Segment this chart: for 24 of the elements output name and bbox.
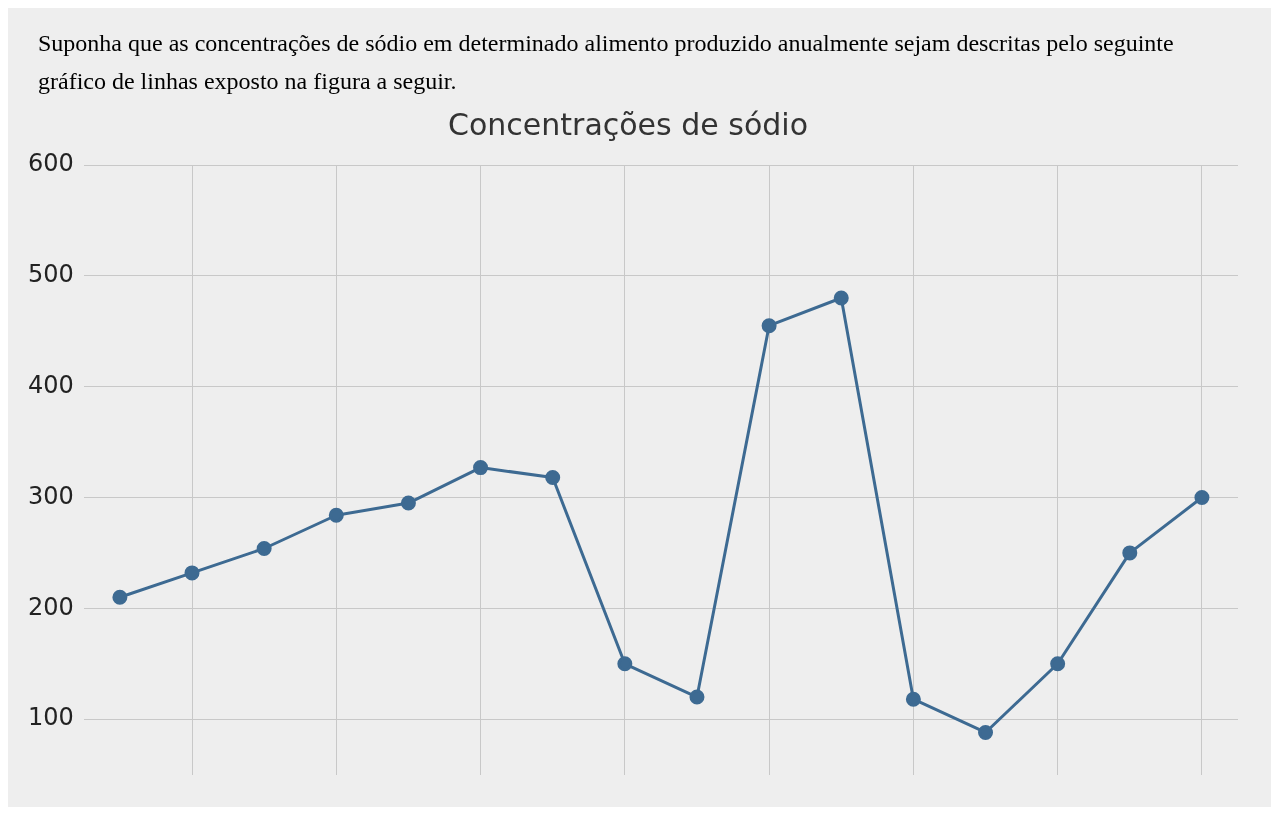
point <box>978 724 994 740</box>
y-tick-label: 600 <box>28 149 74 178</box>
y-tick-label: 100 <box>28 703 74 732</box>
text: Suponha que as concentrações de sódio em determinado alimento produzido anualmente sejam descritas pelo seguinte gráfico de linhas exposto na figura a seguir. <box>38 29 1175 97</box>
point <box>256 540 272 556</box>
point <box>328 507 344 523</box>
point <box>1194 489 1210 505</box>
point <box>761 317 777 333</box>
point <box>473 459 489 475</box>
point <box>1050 656 1066 672</box>
point <box>112 589 128 605</box>
chart-title: Concentrações de sódio <box>448 106 808 142</box>
point <box>617 656 633 672</box>
y-tick-label: 300 <box>28 481 74 510</box>
point <box>905 691 921 707</box>
point <box>400 495 416 511</box>
y-tick-label: 400 <box>28 370 74 399</box>
y-tick-label: 500 <box>28 259 74 288</box>
point <box>184 565 200 581</box>
point <box>833 290 849 306</box>
point <box>545 469 561 485</box>
point <box>1122 545 1138 561</box>
y-tick-label: 200 <box>28 592 74 621</box>
point <box>689 689 705 705</box>
